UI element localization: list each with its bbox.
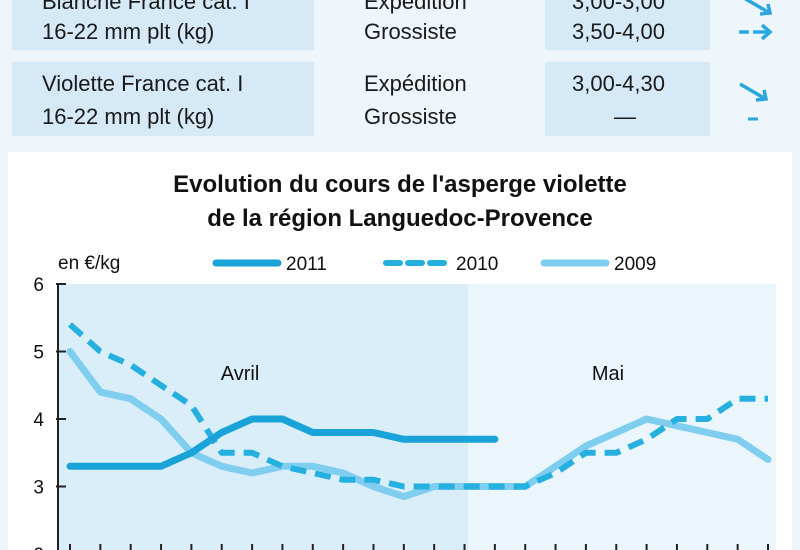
legend-label-2011: 2011	[286, 254, 327, 275]
stage-label: Expédition	[364, 71, 467, 96]
legend-label-2010: 2010	[456, 254, 498, 275]
product-name: Blanche France cat. I	[42, 0, 250, 14]
trend-down-icon	[739, 82, 769, 102]
price-value: 3,00-3,00	[572, 0, 665, 14]
trend-stable-icon	[739, 23, 773, 41]
product-cell-bg	[12, 62, 314, 136]
product-spec: 16-22 mm plt (kg)	[42, 104, 215, 129]
asparagus-price-chart: 2 3 4 5 6 en €/kg 2011 2010 2009 Avril Mai	[33, 253, 776, 550]
chart-title-line1: Evolution du cours de l'asperge violette	[173, 171, 627, 198]
y-tick-label: 3	[33, 478, 44, 499]
stage-label: Grossiste	[364, 104, 457, 129]
series-line-2009	[66, 348, 772, 501]
may-background	[468, 284, 776, 550]
trend-none-icon	[748, 117, 758, 121]
stage-label: Grossiste	[364, 19, 457, 44]
price-table: Blanche France cat. I 16-22 mm plt (kg) …	[0, 0, 800, 140]
price-cell-bg	[545, 0, 710, 50]
legend-label-2009: 2009	[614, 254, 656, 275]
y-tick-label: 2	[33, 545, 44, 550]
price-value: 3,50-4,00	[572, 19, 665, 44]
period-label-april: Avril	[221, 363, 260, 385]
y-tick-label: 5	[33, 343, 44, 364]
price-value: —	[614, 104, 636, 129]
y-tick-label: 6	[33, 275, 44, 296]
y-tick-label: 4	[33, 410, 44, 431]
stage-label: Expédition	[364, 0, 467, 14]
trend-down-icon	[743, 0, 773, 16]
series-line-2010	[68, 322, 768, 490]
chart-panel: Evolution du cours de l'asperge violette…	[8, 152, 792, 550]
product-spec: 16-22 mm plt (kg)	[42, 19, 215, 44]
period-label-may: Mai	[592, 363, 624, 385]
price-value: 3,00-4,30	[572, 71, 665, 96]
series-line-2011	[66, 415, 499, 470]
product-name: Violette France cat. I	[42, 71, 244, 96]
chart-title-line2: de la région Languedoc-Provence	[207, 205, 593, 232]
product-cell-bg	[12, 0, 314, 50]
price-cell-bg	[545, 62, 710, 136]
y-axis-label: en €/kg	[58, 253, 120, 274]
